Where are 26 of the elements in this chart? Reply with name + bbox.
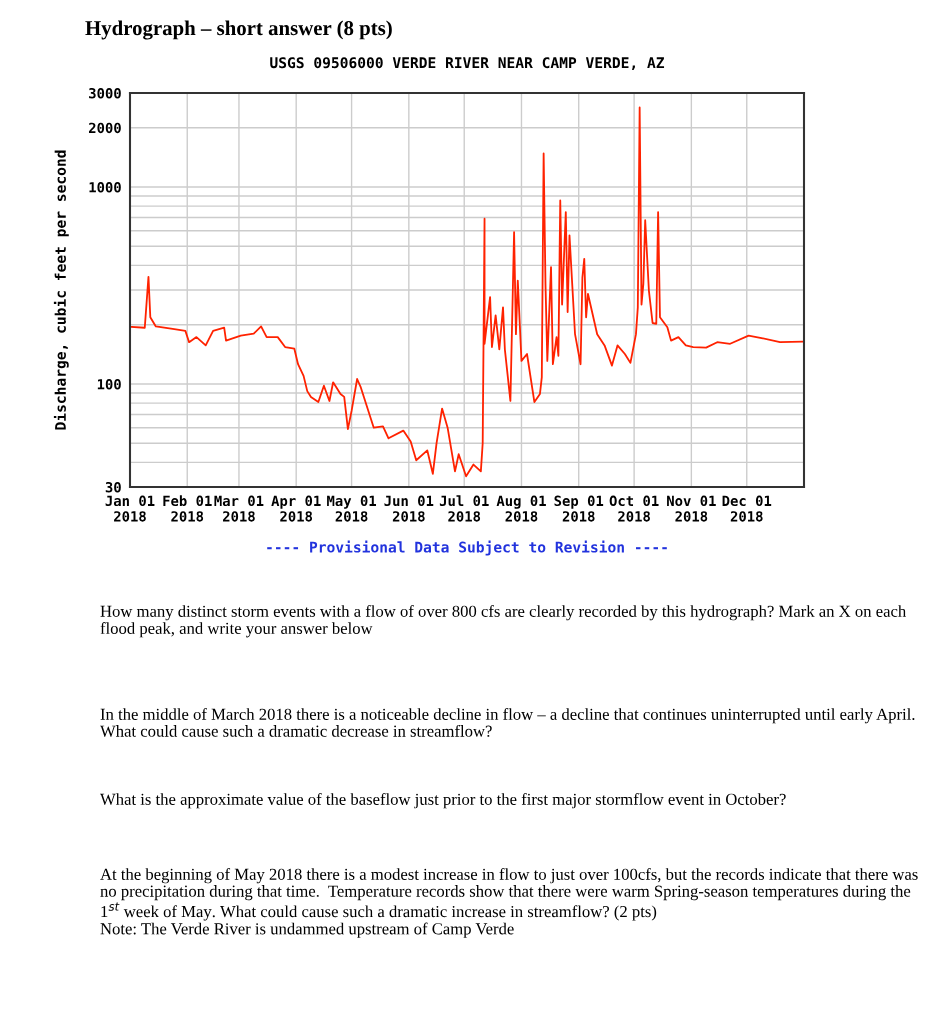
x-tick-label: May 01 2018 [327,495,377,522]
y-tick-label: 100 [97,378,121,390]
x-tick-label: Mar 01 2018 [214,495,264,522]
x-tick-label: Oct 01 2018 [609,495,659,522]
text: At the beginning of May 2018 there is a modest increase in flow to just over 100cfs, but the records indicate that there was no precipitation during that time. Temperature records show that there were warm Spring-season temperatures during the 1$^{st}$ week of May. What could cause such a dramatic increase in streamflow? (2 pts) Note: The Verde River is undammed upstream of Camp Verde [100,868,918,938]
x-tick-label: Aug 01 2018 [496,495,546,522]
x-tick-label: Nov 01 2018 [667,495,716,522]
y-axis-title: Discharge, cubic feet per second [53,150,69,430]
text: ---- Provisional Data Subject to Revision ---- [267,540,667,556]
y-tick-label: 3000 [89,87,121,99]
y-tick-label: 1000 [89,181,121,193]
y-tick-label: 30 [105,481,121,493]
text: In the middle of March 2018 there is a noticeable decline in flow – a decline that continues uninterrupted until early April. What could cause such a dramatic decrease in streamflow? [100,708,915,737]
x-tick-label: Dec 01 2018 [722,495,772,522]
text: How many distinct storm events with a flow of over 800 cfs are clearly recorded by this hydrograph? Mark an X on each flood peak, and write your answer below [100,605,907,638]
text: What is the approximate value of the baseflow just prior to the first major stormflow event in October? [100,793,786,809]
x-tick-label: Feb 01 2018 [163,495,212,522]
chart-title: USGS 09506000 VERDE RIVER NEAR CAMP VERDE, AZ [270,57,665,71]
chart-subtitle: Hydrograph – short answer (8 pts) [85,20,392,40]
y-tick-label: 2000 [89,122,121,134]
x-tick-label: Sep 01 2018 [554,495,604,522]
line-series [130,106,804,478]
x-tick-label: Jan 01 2018 [105,495,155,522]
x-tick-label: Jun 01 2018 [384,495,434,522]
x-tick-label: Jul 01 2018 [439,495,489,522]
x-tick-label: Apr 01 2018 [271,495,321,522]
